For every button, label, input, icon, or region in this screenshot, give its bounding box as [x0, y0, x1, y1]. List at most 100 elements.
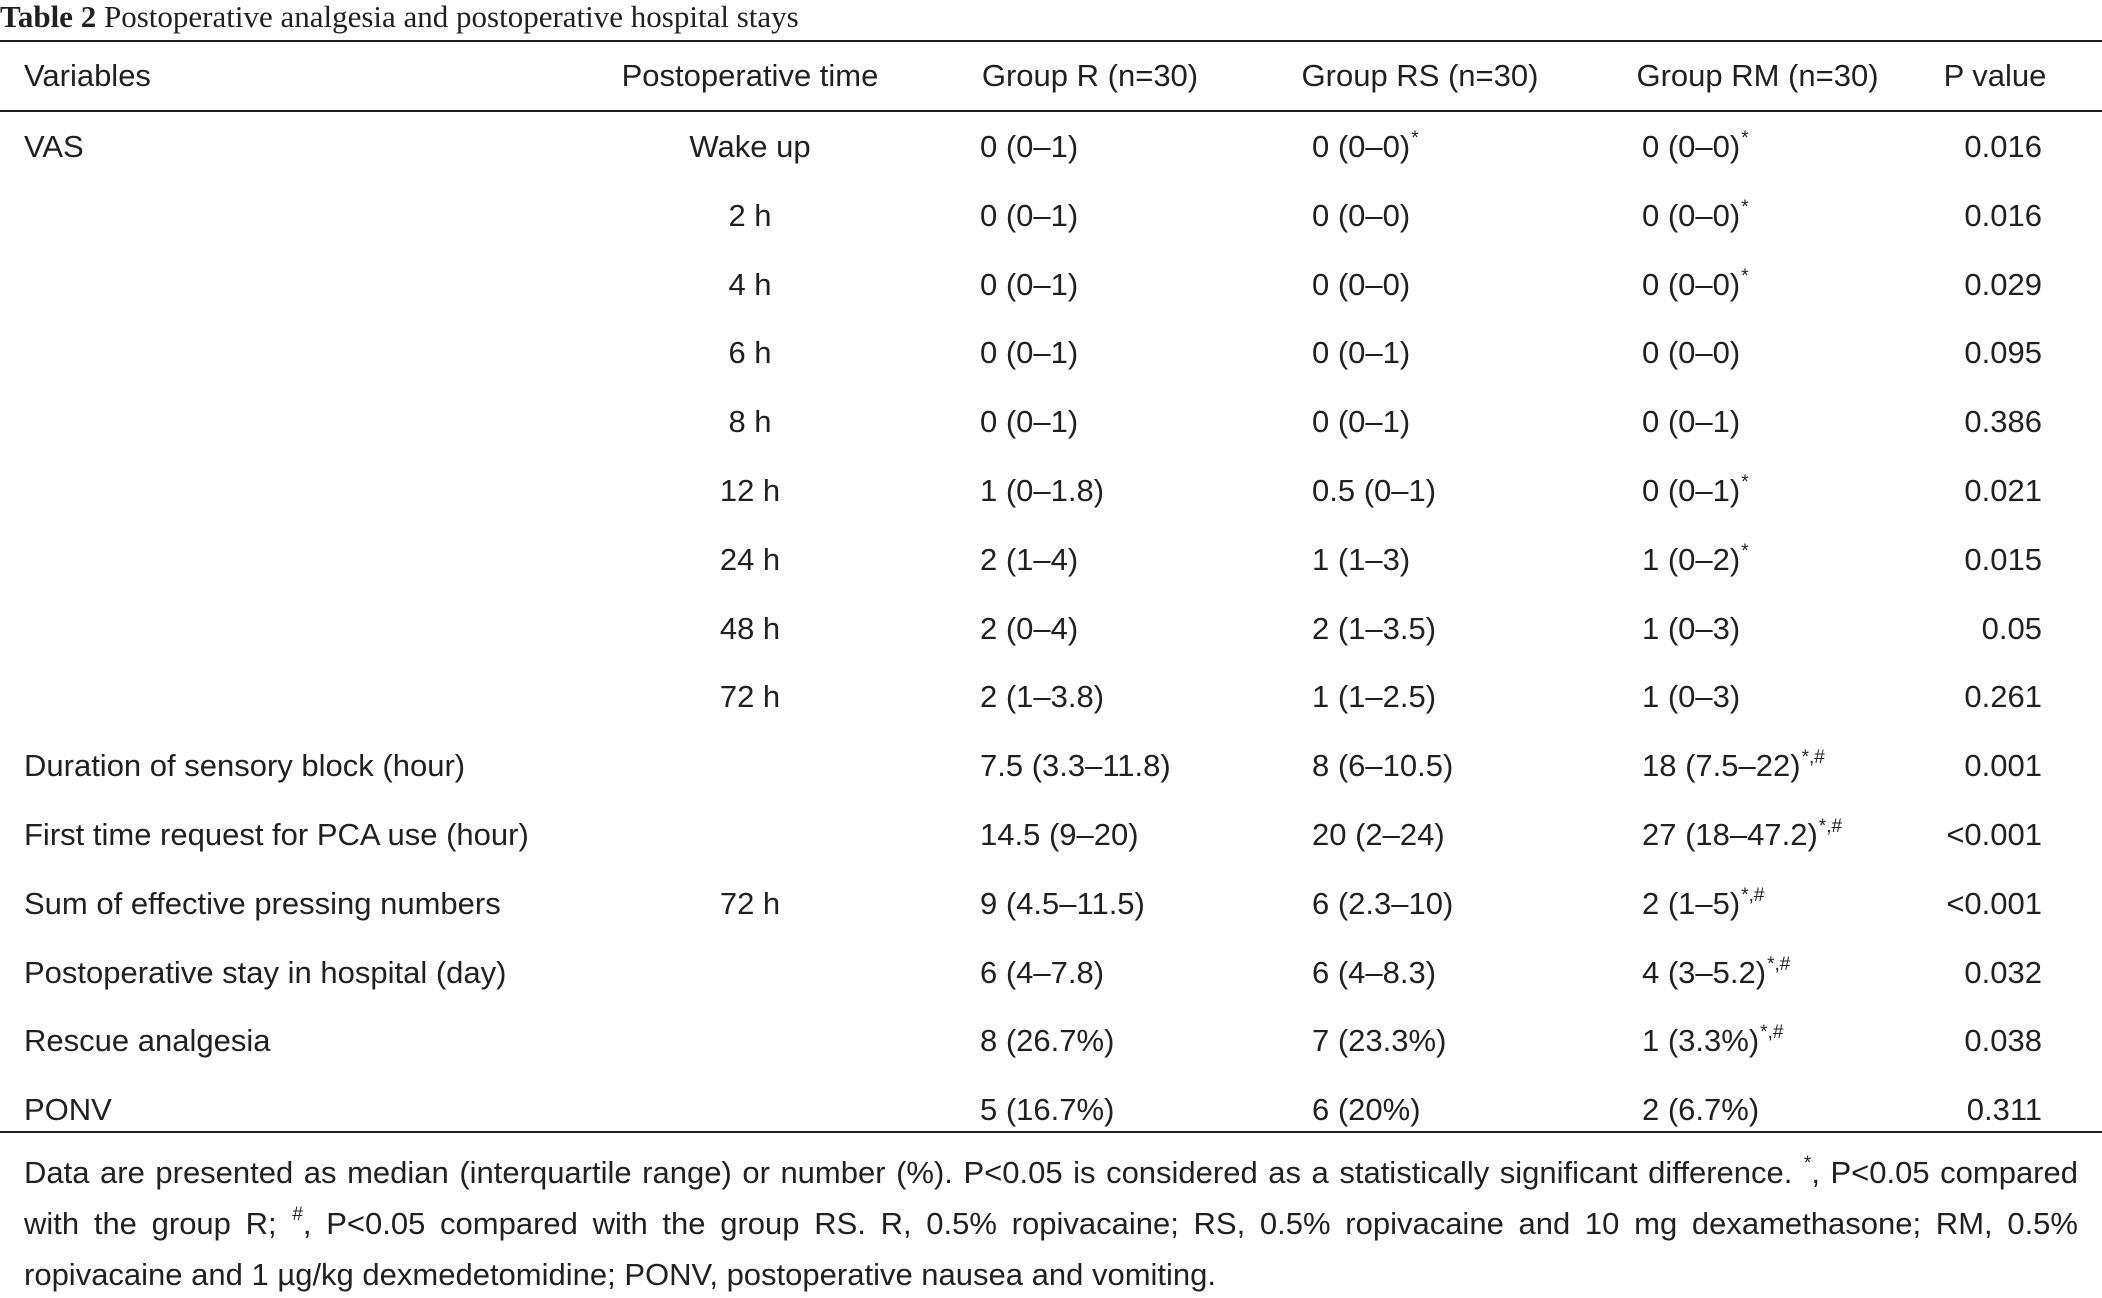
cell-postoperative-time: Wake up [560, 113, 940, 181]
header-variables: Variables [24, 58, 151, 93]
cell-group-rm: 18 (7.5–22)*,# [1642, 732, 1825, 800]
table-row: Sum of effective pressing numbers 72 h 9 (… [0, 870, 2102, 938]
table-row: 72 h 2 (1–3.8) 1 (1–2.5) 1 (0–3) 0.261 [0, 663, 2102, 731]
cell-group-rm: 2 (6.7%) [1642, 1076, 1760, 1144]
cell-group-rs-value: 20 (2–24) [1312, 817, 1445, 852]
cell-group-rs: 0 (0–1) [1312, 388, 1411, 456]
cell-group-rs-value: 0 (0–1) [1312, 404, 1411, 440]
footnote-text-3: , P<0.05 compared with the group RS. R, … [24, 1206, 2078, 1292]
cell-group-r-value: 0 (0–1) [980, 129, 1079, 164]
cell-group-rs-value: 1 (1–3) [1312, 541, 1411, 577]
header-rule [0, 110, 2102, 112]
cell-group-r: 8 (26.7%) [980, 1007, 1115, 1075]
cell-group-r-value: 6 (4–7.8) [980, 954, 1105, 990]
cell-p-value-value: 0.015 [1964, 541, 2042, 577]
cell-group-rs: 6 (2.3–10) [1312, 870, 1454, 938]
cell-group-rm: 0 (0–1) [1642, 388, 1741, 456]
cell-p-value-value: 0.386 [1964, 404, 2042, 440]
cell-postoperative-time: 8 h [560, 388, 940, 456]
cell-p-value: 0.261 [1900, 663, 2042, 731]
table-row: 6 h 0 (0–1) 0 (0–1) 0 (0–0) 0.095 [0, 319, 2102, 387]
cell-group-r: 2 (0–4) [980, 595, 1079, 663]
cell-p-value-value: 0.016 [1964, 129, 2042, 164]
cell-group-r-value: 0 (0–1) [980, 335, 1079, 371]
cell-p-value-value: 0.311 [1966, 1092, 2042, 1128]
cell-variable: Duration of sensory block (hour) [24, 732, 465, 800]
cell-group-r-value: 0 (0–1) [980, 197, 1079, 233]
footnote-symbol-asterisk: * [1803, 1153, 1812, 1174]
cell-group-rm-value: 1 (0–2) [1642, 541, 1741, 577]
cell-group-r: 0 (0–1) [980, 182, 1079, 250]
cell-postoperative-time-value: 2 h [728, 197, 772, 233]
cell-postoperative-time-value: 72 h [719, 679, 781, 715]
cell-p-value: <0.001 [1900, 801, 2042, 869]
cell-postoperative-time-value: 6 h [728, 335, 772, 371]
cell-postoperative-time: 12 h [560, 457, 940, 525]
significance-marker: *,# [1760, 1022, 1784, 1044]
cell-group-rm-value: 0 (0–1) [1642, 404, 1741, 440]
table-row: Postoperative stay in hospital (day) 6 (4… [0, 939, 2102, 1007]
cell-group-rm-value: 1 (0–3) [1642, 610, 1741, 646]
cell-p-value-value: 0.021 [1964, 473, 2042, 508]
significance-marker: *,# [1818, 816, 1843, 837]
cell-postoperative-time [560, 1007, 940, 1075]
cell-p-value-value: 0.038 [1964, 1023, 2042, 1059]
cell-variable: Rescue analgesia [24, 1007, 270, 1075]
cell-variable: PONV [24, 1076, 112, 1144]
significance-marker: *,# [1741, 884, 1765, 906]
cell-group-rm: 0 (0–1)* [1642, 457, 1749, 525]
cell-p-value: 0.386 [1900, 388, 2042, 456]
cell-p-value-value: 0.261 [1964, 679, 2042, 715]
cell-group-r-value: 14.5 (9–20) [980, 817, 1139, 852]
cell-postoperative-time-value: 72 h [719, 885, 781, 921]
cell-group-rm: 2 (1–5)*,# [1642, 870, 1764, 938]
footnote-text-1: Data are presented as median (interquart… [24, 1155, 1803, 1190]
cell-variable: VAS [24, 113, 84, 181]
cell-variable-value: Postoperative stay in hospital (day) [24, 954, 507, 990]
cell-postoperative-time-value: Wake up [689, 129, 811, 164]
cell-group-r: 2 (1–4) [980, 526, 1079, 594]
cell-group-rm: 0 (0–0)* [1642, 113, 1749, 181]
significance-marker: * [1741, 540, 1749, 562]
cell-p-value: 0.032 [1900, 939, 2042, 1007]
cell-group-r-value: 9 (4.5–11.5) [980, 885, 1145, 921]
cell-variable-value: Rescue analgesia [24, 1023, 271, 1059]
cell-group-rm-value: 18 (7.5–22) [1642, 748, 1801, 784]
cell-group-rs: 0.5 (0–1) [1312, 457, 1437, 525]
cell-variable-value: Duration of sensory block (hour) [24, 748, 466, 784]
cell-group-r: 0 (0–1) [980, 319, 1079, 387]
cell-group-rm: 1 (0–3) [1642, 663, 1741, 731]
table-row: 48 h 2 (0–4) 2 (1–3.5) 1 (0–3) 0.05 [0, 595, 2102, 663]
cell-group-rm-value: 0 (0–0) [1642, 197, 1741, 233]
cell-group-rm-value: 0 (0–1) [1642, 473, 1741, 508]
cell-p-value-value: 0.095 [1964, 335, 2042, 371]
cell-p-value: 0.015 [1900, 526, 2042, 594]
cell-group-rs-value: 6 (2.3–10) [1312, 885, 1454, 921]
cell-p-value-value: <0.001 [1946, 885, 2042, 921]
cell-postoperative-time [560, 801, 940, 869]
cell-group-rs: 20 (2–24) [1312, 801, 1446, 869]
significance-marker: * [1411, 128, 1419, 149]
significance-marker: *,# [1801, 747, 1825, 769]
table-row: Rescue analgesia 8 (26.7%) 7 (23.3%) 1 (3.3… [0, 1007, 2102, 1075]
cell-variable-value: First time request for PCA use (hour) [24, 817, 529, 852]
cell-p-value-value: 0.05 [1981, 610, 2042, 646]
table-footnote: Data are presented as median (interquart… [24, 1150, 2078, 1298]
cell-group-rs: 6 (4–8.3) [1312, 939, 1437, 1007]
cell-group-rs: 1 (1–2.5) [1312, 663, 1437, 731]
cell-postoperative-time-value: 4 h [728, 266, 772, 302]
cell-group-r-value: 7.5 (3.3–11.8) [980, 748, 1171, 784]
cell-postoperative-time [560, 1076, 940, 1144]
cell-group-rm-value: 2 (6.7%) [1642, 1092, 1760, 1128]
cell-group-rm: 0 (0–0)* [1642, 251, 1749, 319]
cell-postoperative-time-value: 24 h [719, 541, 781, 577]
cell-group-r: 0 (0–1) [980, 113, 1079, 181]
cell-group-rm-value: 4 (3–5.2) [1642, 954, 1767, 990]
table-row: First time request for PCA use (hour) 14.… [0, 801, 2102, 869]
cell-group-r: 2 (1–3.8) [980, 663, 1105, 731]
cell-group-rm: 1 (3.3%)*,# [1642, 1007, 1783, 1075]
cell-group-rm: 1 (0–2)* [1642, 526, 1749, 594]
header-group-rm: Group RM (n=30) [1636, 58, 1879, 93]
cell-group-rm-value: 2 (1–5) [1642, 885, 1741, 921]
